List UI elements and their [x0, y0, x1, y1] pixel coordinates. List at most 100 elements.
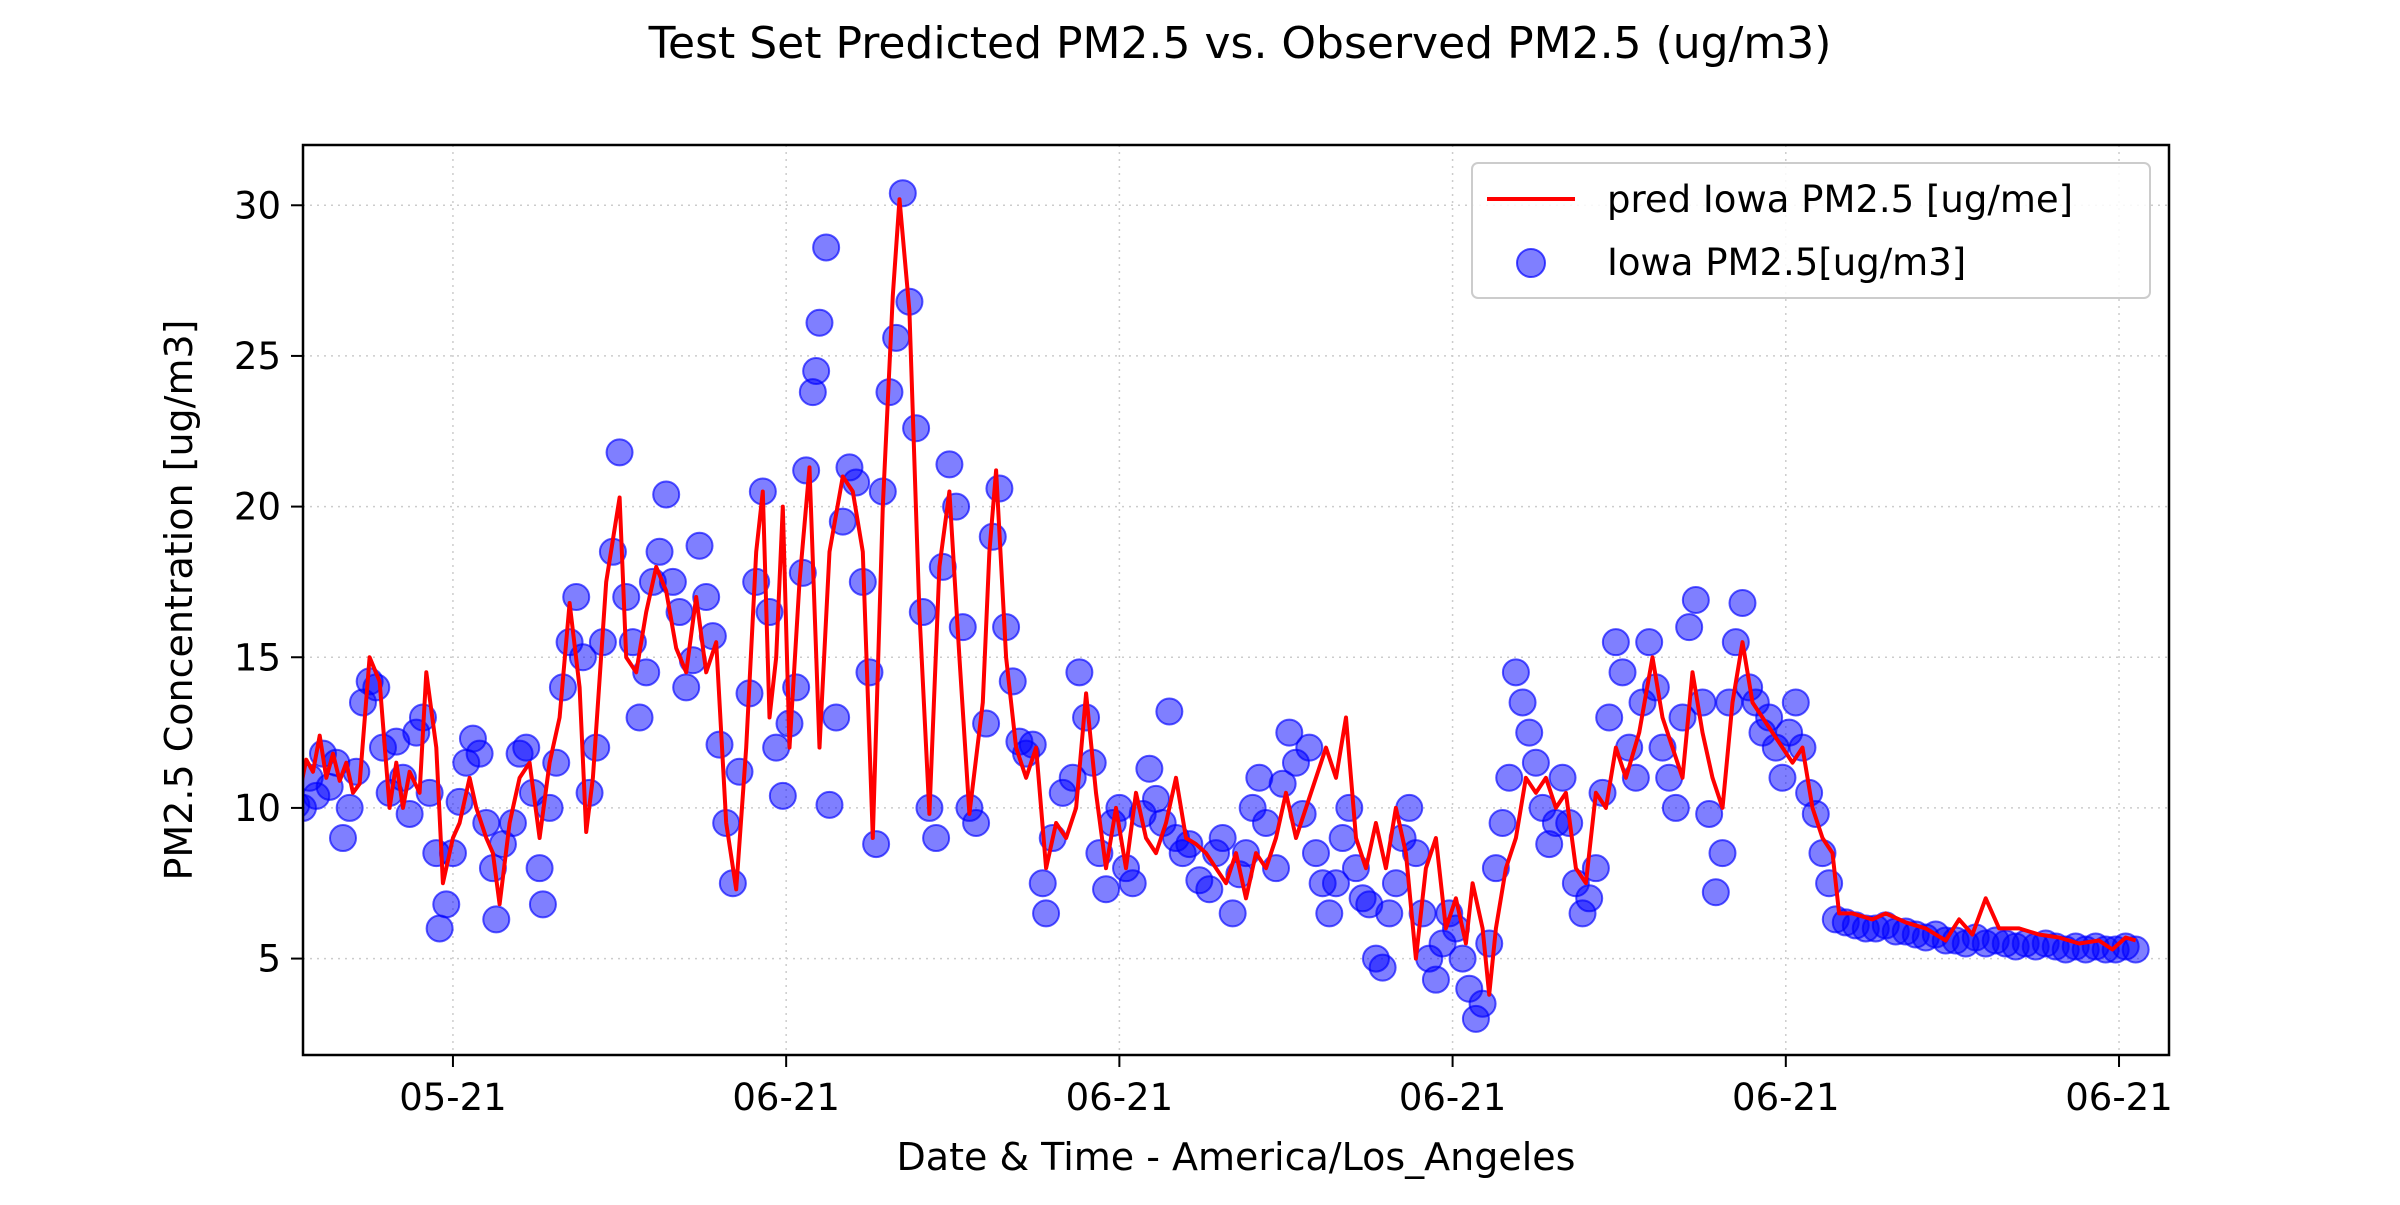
- observed-point: [652, 480, 681, 509]
- observed-point: [822, 703, 851, 732]
- observed-point: [415, 778, 444, 807]
- observed-point: [1781, 688, 1810, 717]
- observed-point: [888, 179, 917, 208]
- observed-point: [1032, 899, 1061, 928]
- observed-point: [1681, 586, 1710, 614]
- x-tick-label: 06-21: [732, 1076, 840, 1119]
- observed-point: [1675, 613, 1704, 642]
- observed-point: [802, 356, 831, 385]
- observed-point: [1231, 839, 1260, 868]
- observed-point: [328, 824, 357, 853]
- observed-point: [562, 582, 591, 611]
- observed-point: [725, 757, 754, 786]
- observed-point: [625, 703, 654, 732]
- y-tick-label: 25: [234, 335, 281, 378]
- observed-point: [1395, 793, 1424, 822]
- observed-point: [948, 613, 977, 642]
- observed-point: [1508, 688, 1537, 717]
- observed-point: [645, 537, 674, 566]
- observed-point: [922, 824, 951, 853]
- observed-point: [908, 598, 937, 627]
- y-axis-label: PM2.5 Concentration [ug/m3]: [157, 320, 201, 881]
- observed-point: [612, 582, 641, 611]
- observed-point: [1728, 589, 1757, 618]
- observed-point: [862, 830, 891, 859]
- observed-point: [1488, 808, 1517, 837]
- observed-point: [1601, 628, 1630, 657]
- x-axis-ticks: 05-21 06-21 06-21 06-21 06-21 06-21: [399, 1055, 2173, 1119]
- observed-point: [1608, 658, 1637, 687]
- x-tick-label: 06-21: [1399, 1076, 1507, 1119]
- observed-point: [762, 733, 791, 762]
- observed-point: [1375, 899, 1404, 928]
- observed-point: [1301, 839, 1330, 868]
- observed-point: [972, 709, 1001, 738]
- observed-point: [1381, 869, 1410, 898]
- predicted-line: [303, 197, 2137, 997]
- observed-point: [425, 914, 454, 943]
- observed-point: [1268, 769, 1297, 798]
- observed-point: [335, 793, 364, 822]
- observed-point: [1575, 884, 1604, 913]
- legend: pred Iowa PM2.5 [ug/me] Iowa PM2.5[ug/m3…: [1471, 162, 2151, 299]
- plot-frame: [301, 143, 2171, 1057]
- chart-title: Test Set Predicted PM2.5 vs. Observed PM…: [648, 18, 1832, 69]
- y-tick-label: 15: [234, 636, 281, 679]
- observed-point: [1175, 830, 1204, 859]
- observed-point: [1092, 875, 1121, 904]
- legend-marker-swatch: [1516, 248, 1546, 278]
- observed-point: [605, 438, 634, 467]
- observed-point: [768, 781, 797, 810]
- observed-point: [1768, 763, 1797, 792]
- observed-point: [1118, 869, 1147, 898]
- observed-point: [1028, 869, 1057, 898]
- observed-point: [1251, 808, 1280, 837]
- observed-point: [1368, 953, 1397, 982]
- observed-point: [1595, 703, 1624, 732]
- x-axis-label: Date & Time - America/Los_Angeles: [897, 1135, 1576, 1179]
- observed-point: [882, 323, 911, 352]
- y-tick-label: 5: [257, 938, 281, 981]
- observed-point: [1468, 989, 1497, 1018]
- observed-point: [1142, 784, 1171, 813]
- y-axis-ticks: 5 10 15 20 25 30: [234, 184, 303, 981]
- observed-point: [1065, 658, 1094, 687]
- observed-point: [1635, 628, 1664, 657]
- observed-point: [1195, 875, 1224, 904]
- observed-point: [1521, 748, 1550, 777]
- observed-point: [1481, 854, 1510, 883]
- observed-point: [1548, 763, 1577, 792]
- observed-point: [1475, 929, 1504, 958]
- observed-point: [632, 658, 661, 687]
- observed-point: [1335, 793, 1364, 822]
- observed-point: [1688, 688, 1717, 717]
- observed-point: [1661, 793, 1690, 822]
- x-tick-label: 05-21: [399, 1076, 507, 1119]
- observed-point: [672, 673, 701, 702]
- observed-point: [1695, 799, 1724, 828]
- observed-point: [1708, 839, 1737, 868]
- observed-point: [685, 531, 714, 560]
- observed-point: [525, 854, 554, 883]
- observed-point: [1328, 824, 1357, 853]
- observed-point: [1515, 718, 1544, 747]
- observed-point: [1495, 763, 1524, 792]
- observed-point: [962, 808, 991, 837]
- observed-point: [815, 790, 844, 819]
- observed-point: [812, 233, 841, 262]
- observed-point: [1501, 658, 1530, 687]
- observed-point: [1155, 697, 1184, 726]
- observed-point: [692, 582, 721, 611]
- observed-point: [482, 905, 511, 934]
- observed-point: [1448, 944, 1477, 973]
- legend-box: [1471, 162, 2151, 299]
- legend-label-predicted: pred Iowa PM2.5 [ug/me]: [1607, 178, 2073, 221]
- y-tick-label: 30: [234, 184, 281, 227]
- observed-point: [465, 739, 494, 768]
- x-tick-label: 06-21: [1732, 1076, 1840, 1119]
- observed-point: [792, 456, 821, 485]
- observed-point: [2121, 935, 2150, 964]
- observed-point: [1421, 965, 1450, 994]
